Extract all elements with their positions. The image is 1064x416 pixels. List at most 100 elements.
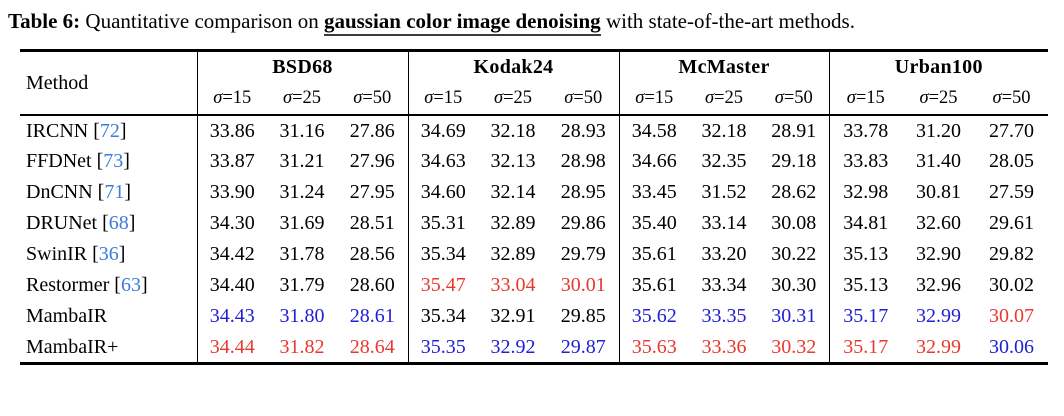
metric-value: 32.35 — [701, 150, 747, 173]
metric-value: 28.60 — [349, 274, 395, 297]
citation-ref[interactable]: 68 — [108, 212, 129, 235]
method-name: DnCNN [71] — [26, 181, 132, 204]
table-header: Method BSD68 Kodak24 McMaster Urban100 σ=15… — [20, 50, 1049, 116]
metric-value: 32.99 — [916, 305, 962, 328]
citation-ref[interactable]: 36 — [98, 243, 119, 266]
metric-value: 30.06 — [989, 335, 1035, 358]
metric-value: 34.58 — [618, 115, 689, 147]
metric-value: 34.60 — [407, 177, 478, 209]
sigma-symbol: σ — [353, 88, 363, 109]
metric-value: 30.22 — [771, 243, 817, 266]
table-row: IRCNN [72] 33.86 31.16 27.86 34.69 32.18 28.93… — [20, 115, 1048, 147]
citation-ref[interactable]: 63 — [120, 274, 141, 297]
metric-value: 31.80 — [279, 305, 325, 328]
metric-value: 35.61 — [618, 270, 689, 302]
metric-value: 31.40 — [916, 150, 962, 173]
metric-value: 35.62 — [618, 301, 689, 333]
metric-value: 32.89 — [490, 212, 536, 235]
caption-highlight: gaussian color image denoising — [323, 9, 601, 36]
dataset-header: Kodak24 — [407, 50, 619, 84]
metric-value: 32.13 — [490, 150, 536, 173]
metric-value: 33.14 — [701, 212, 747, 235]
metric-value: 29.18 — [771, 150, 817, 173]
method-name: DRUNet [68] — [26, 212, 136, 235]
metric-value: 31.69 — [279, 212, 325, 235]
metric-value: 30.08 — [771, 212, 817, 235]
metric-value: 29.86 — [560, 212, 606, 235]
metric-value: 31.20 — [916, 119, 962, 142]
metric-value: 28.51 — [349, 212, 395, 235]
citation-ref[interactable]: 73 — [103, 150, 124, 173]
sigma-symbol: σ — [635, 88, 645, 109]
metric-value: 33.36 — [701, 335, 747, 358]
sigma-header: σ=25 — [493, 88, 533, 109]
metric-value: 31.52 — [701, 181, 747, 204]
metric-value: 35.31 — [407, 208, 478, 240]
metric-value: 35.34 — [407, 301, 478, 333]
metric-value: 35.13 — [828, 270, 903, 302]
metric-value: 35.63 — [618, 332, 689, 364]
caption-text-before: Quantitative comparison on — [80, 9, 324, 33]
sigma-symbol: σ — [774, 88, 784, 109]
sigma-header: σ=50 — [564, 88, 603, 109]
citation-ref[interactable]: 72 — [99, 119, 120, 142]
table-row: FFDNet [73] 33.87 31.21 27.96 34.63 32.13 28.9… — [20, 146, 1048, 178]
citation-ref[interactable]: 71 — [104, 181, 125, 204]
sigma-symbol: σ — [992, 88, 1002, 109]
metric-value: 33.83 — [828, 146, 903, 178]
sigma-symbol: σ — [424, 88, 434, 109]
method-name: IRCNN [72] — [26, 119, 127, 142]
metric-value: 31.16 — [279, 119, 325, 142]
metric-value: 35.47 — [407, 270, 478, 302]
metric-value: 32.99 — [916, 335, 962, 358]
metric-value: 28.62 — [771, 181, 817, 204]
sigma-header: σ=15 — [618, 83, 689, 116]
metric-value: 33.45 — [618, 177, 689, 209]
method-name: SwinIR [36] — [26, 243, 126, 266]
metric-value: 28.93 — [560, 119, 606, 142]
sigma-header: σ=50 — [774, 88, 813, 109]
metric-value: 33.90 — [196, 177, 267, 209]
metric-value: 28.95 — [560, 181, 606, 204]
sigma-header: σ=15 — [828, 83, 903, 116]
metric-value: 32.96 — [916, 274, 962, 297]
metric-value: 29.87 — [560, 335, 606, 358]
metric-value: 35.34 — [407, 239, 478, 271]
metric-value: 34.81 — [828, 208, 903, 240]
metric-value: 27.70 — [989, 119, 1035, 142]
sigma-symbol: σ — [919, 88, 929, 109]
table-row: DRUNet [68] 34.30 31.69 28.51 35.31 32.89 29.8… — [20, 208, 1048, 240]
metric-value: 30.02 — [989, 274, 1035, 297]
metric-value: 30.31 — [771, 305, 817, 328]
method-column-header: Method — [26, 71, 89, 94]
metric-value: 28.98 — [560, 150, 606, 173]
sigma-symbol: σ — [704, 88, 715, 109]
table-row: DnCNN [71] 33.90 31.24 27.95 34.60 32.14 28.95… — [20, 177, 1048, 209]
metric-value: 31.24 — [279, 181, 325, 204]
metric-value: 34.40 — [196, 270, 267, 302]
metric-value: 33.20 — [701, 243, 747, 266]
metric-value: 34.66 — [618, 146, 689, 178]
metric-value: 28.91 — [771, 119, 817, 142]
metric-value: 32.14 — [490, 181, 536, 204]
table-body: IRCNN [72] 33.86 31.16 27.86 34.69 32.18 28.93… — [20, 115, 1048, 364]
metric-value: 31.79 — [279, 274, 325, 297]
metric-value: 30.07 — [989, 305, 1035, 328]
metric-value: 35.13 — [828, 239, 903, 271]
metric-value: 30.30 — [771, 274, 817, 297]
metric-value: 32.91 — [490, 305, 536, 328]
metric-value: 35.61 — [618, 239, 689, 271]
method-name: Restormer [63] — [26, 274, 148, 297]
metric-value: 30.81 — [916, 181, 962, 204]
metric-value: 32.90 — [916, 243, 962, 266]
sigma-header-row: σ=15 σ=25 σ=50 σ=15 σ=25 σ=50 σ=15 σ=25 σ=50 σ=15… — [20, 83, 1048, 116]
metric-value: 32.89 — [490, 243, 536, 266]
sigma-header: σ=15 — [196, 83, 267, 116]
caption-text-after: with state-of-the-art methods. — [600, 9, 855, 33]
sigma-header: σ=25 — [919, 88, 958, 109]
sigma-symbol: σ — [564, 88, 574, 109]
metric-value: 29.85 — [560, 305, 606, 328]
metric-value: 27.95 — [349, 181, 395, 204]
metric-value: 33.78 — [828, 115, 903, 147]
sigma-symbol: σ — [493, 88, 504, 109]
